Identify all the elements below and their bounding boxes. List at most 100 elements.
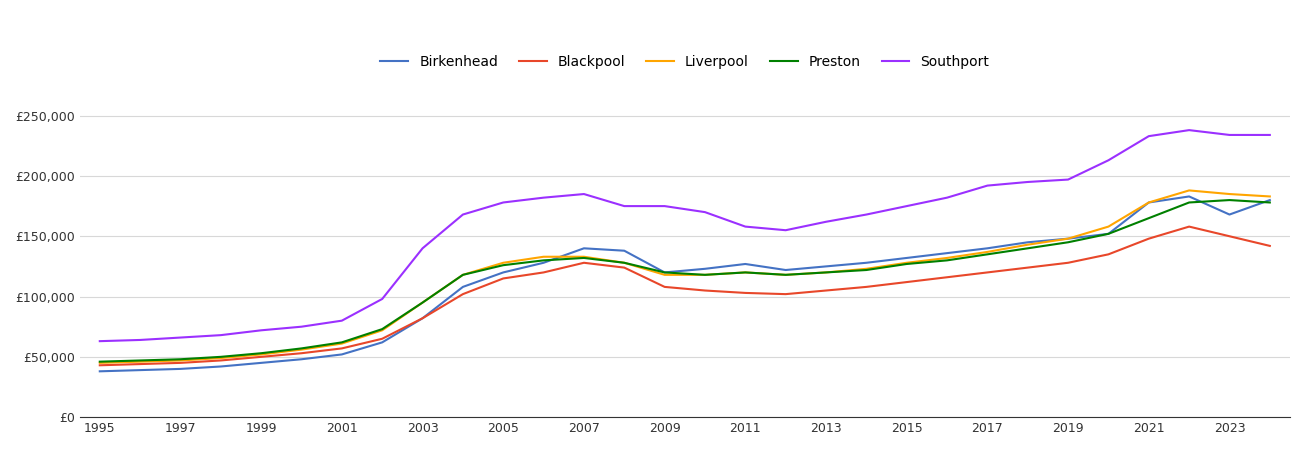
Blackpool [334,346,350,351]
Blackpool [576,260,591,265]
Blackpool [213,358,228,363]
Liverpool [213,356,228,361]
Southport [375,296,390,302]
Liverpool [859,266,874,271]
Liverpool [172,358,188,363]
Southport [415,246,431,251]
Preston [334,340,350,345]
Southport [253,328,269,333]
Birkenhead [172,366,188,372]
Line: Southport: Southport [99,130,1270,341]
Liverpool [1221,191,1237,197]
Blackpool [899,279,915,285]
Preston [859,267,874,273]
Birkenhead [1262,198,1278,203]
Blackpool [980,270,996,275]
Blackpool [375,336,390,342]
Liverpool [334,341,350,346]
Preston [375,326,390,332]
Preston [940,258,955,263]
Liverpool [818,270,834,275]
Preston [899,261,915,267]
Southport [91,338,107,344]
Birkenhead [1181,194,1197,199]
Blackpool [1021,265,1036,270]
Line: Birkenhead: Birkenhead [99,197,1270,371]
Preston [132,358,147,363]
Southport [1181,127,1197,133]
Southport [496,200,512,205]
Southport [1221,132,1237,138]
Blackpool [1141,236,1156,241]
Liverpool [899,260,915,265]
Liverpool [375,328,390,333]
Birkenhead [455,284,471,290]
Preston [213,354,228,360]
Preston [616,260,632,265]
Southport [294,324,309,329]
Preston [1021,246,1036,251]
Birkenhead [1221,212,1237,217]
Southport [1060,177,1075,182]
Birkenhead [132,367,147,373]
Birkenhead [980,246,996,251]
Birkenhead [576,246,591,251]
Preston [1060,239,1075,245]
Preston [536,258,552,263]
Blackpool [1100,252,1116,257]
Blackpool [940,274,955,280]
Southport [899,203,915,209]
Blackpool [1181,224,1197,230]
Blackpool [536,270,552,275]
Southport [1021,179,1036,184]
Southport [172,335,188,340]
Birkenhead [940,251,955,256]
Southport [213,333,228,338]
Liverpool [1100,224,1116,230]
Southport [616,203,632,209]
Southport [1141,134,1156,139]
Blackpool [496,276,512,281]
Southport [697,209,713,215]
Blackpool [91,363,107,368]
Liverpool [132,359,147,364]
Birkenhead [294,356,309,362]
Liverpool [940,255,955,261]
Southport [1262,132,1278,138]
Blackpool [1060,260,1075,265]
Liverpool [1262,194,1278,199]
Line: Preston: Preston [99,200,1270,362]
Liverpool [1181,188,1197,193]
Preston [172,356,188,362]
Liverpool [576,254,591,260]
Preston [91,359,107,364]
Blackpool [1221,234,1237,239]
Southport [980,183,996,188]
Liverpool [294,347,309,352]
Southport [132,337,147,342]
Birkenhead [253,360,269,365]
Preston [253,351,269,356]
Birkenhead [1060,236,1075,241]
Southport [536,195,552,200]
Liverpool [778,272,793,278]
Birkenhead [496,270,512,275]
Birkenhead [737,261,753,267]
Southport [778,228,793,233]
Birkenhead [616,248,632,253]
Southport [1100,158,1116,163]
Preston [1141,216,1156,221]
Blackpool [1262,243,1278,248]
Birkenhead [1141,200,1156,205]
Southport [455,212,471,217]
Blackpool [294,351,309,356]
Liverpool [1141,200,1156,205]
Legend: Birkenhead, Blackpool, Liverpool, Preston, Southport: Birkenhead, Blackpool, Liverpool, Presto… [375,50,994,75]
Blackpool [818,288,834,293]
Blackpool [132,361,147,367]
Liverpool [1060,236,1075,241]
Liverpool [737,270,753,275]
Blackpool [737,290,753,296]
Line: Blackpool: Blackpool [99,227,1270,365]
Liverpool [616,260,632,265]
